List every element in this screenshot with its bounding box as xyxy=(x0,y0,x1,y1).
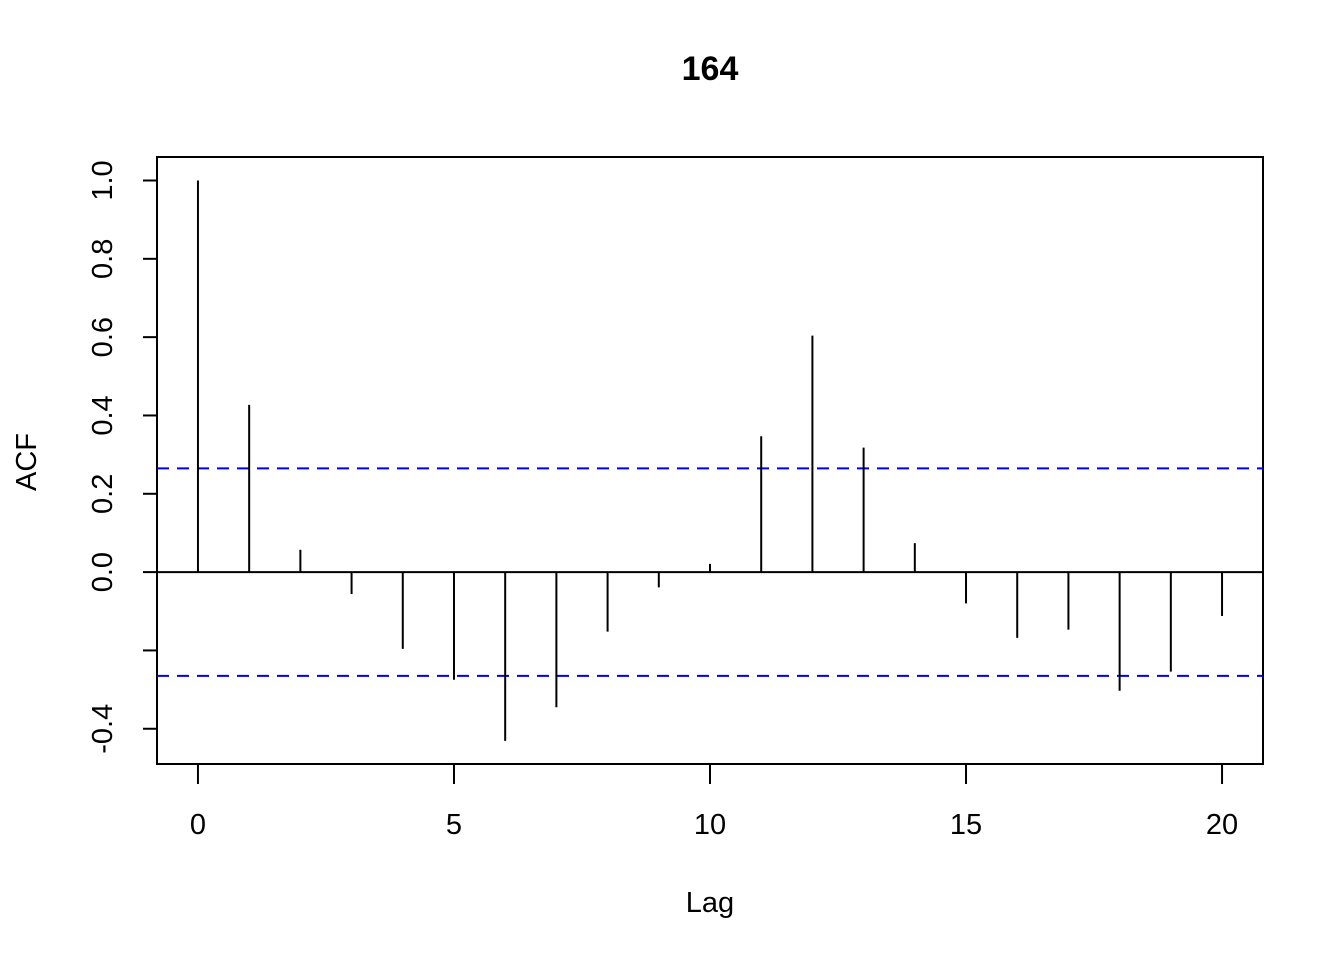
y-tick-label: 0.8 xyxy=(87,239,119,279)
x-tick-label: 10 xyxy=(694,809,726,841)
x-axis-label: Lag xyxy=(686,887,734,919)
y-tick-label: 0.2 xyxy=(87,474,119,514)
y-tick-label: 0.4 xyxy=(87,395,119,435)
x-tick-label: 5 xyxy=(446,809,462,841)
x-tick-label: 20 xyxy=(1206,809,1238,841)
plot-frame xyxy=(156,156,1264,765)
y-tick-label: 0.0 xyxy=(87,552,119,592)
chart-title: 164 xyxy=(682,50,739,88)
y-tick-label: -0.4 xyxy=(87,704,119,754)
confidence-bounds xyxy=(157,467,1263,677)
x-axis: 0 5 10 15 20 xyxy=(190,763,1238,841)
y-tick-label: 0.6 xyxy=(87,317,119,357)
y-tick-label: 1.0 xyxy=(87,160,119,200)
x-tick-label: 15 xyxy=(950,809,982,841)
y-axis: -0.4 0.0 0.2 0.4 0.6 0.8 1.0 xyxy=(87,160,158,754)
x-tick-label: 0 xyxy=(190,809,206,841)
acf-bars xyxy=(196,180,1224,741)
y-axis-label: ACF xyxy=(11,433,43,491)
